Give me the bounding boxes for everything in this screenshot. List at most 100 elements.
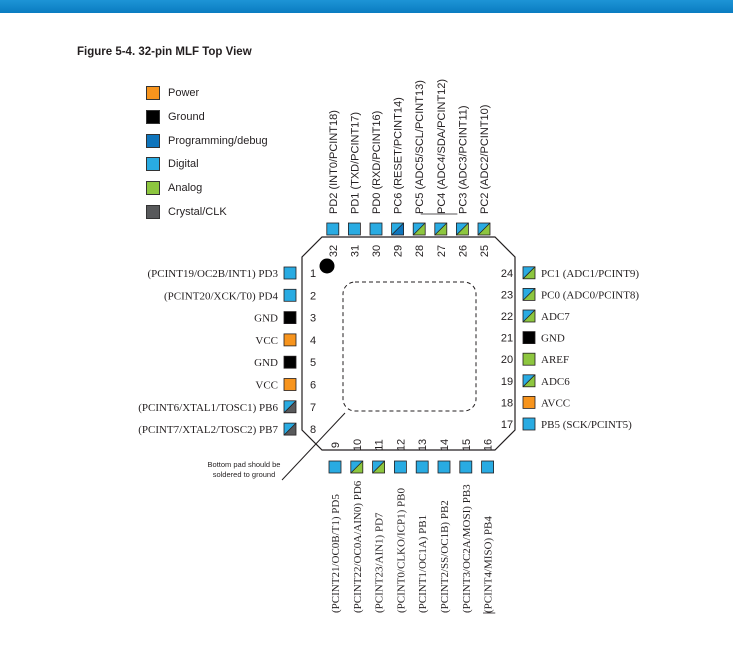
- pin-22-number: 22: [501, 311, 513, 323]
- pin-32-label: PD2 (INT0/PCINT18): [328, 110, 340, 214]
- pin-26-number: 26: [457, 245, 469, 257]
- pin-21-label: GND: [541, 333, 565, 345]
- pin-10-label: (PCINT22/OC0A/AIN0) PD6: [352, 480, 364, 613]
- pin-30-label: PD0 (RXD/PCINT16): [371, 111, 383, 214]
- pin-14-pad: [437, 460, 451, 474]
- pin-30-number: 30: [371, 245, 383, 257]
- pin-28-label: PC5 (ADC5/SCL/PCINT13): [414, 80, 426, 214]
- pin-18-number: 18: [501, 397, 513, 409]
- pin-16-number: 16: [483, 439, 495, 451]
- pin-19-pad: [522, 374, 536, 388]
- pin-14-label: (PCINT2/SS/OC1B) PB2: [439, 500, 451, 613]
- pin-13-pad: [415, 460, 429, 474]
- legend-swatch-analog: [146, 181, 160, 195]
- pin-13-number: 13: [417, 439, 429, 451]
- pin-4-pad: [283, 333, 297, 347]
- legend-swatch-ground: [146, 110, 160, 124]
- legend-label-digital: Digital: [168, 158, 199, 170]
- pin-32-number: 32: [328, 245, 340, 257]
- pin-6-pad: [283, 378, 297, 391]
- pin-17-pad: [522, 417, 536, 431]
- pin-31-label: PD1 (TXD/PCINT17): [349, 112, 361, 214]
- note-leader-line: [281, 412, 346, 481]
- pin-25-pad: [477, 222, 491, 236]
- pin-layer: (PCINT19/OC2B/INT1) PD3 1 (PCINT20/XCK/T0)…: [138, 79, 639, 614]
- legend-label-programming: Programming/debug: [168, 135, 268, 147]
- pin-20-number: 20: [501, 354, 513, 366]
- pin-18-pad: [522, 395, 536, 409]
- bottom-pad-note: Bottom pad should be soldered to ground: [207, 460, 281, 479]
- figure-title: Figure 5-4. 32-pin MLF Top View: [77, 46, 252, 58]
- legend-swatch-crystal: [146, 205, 160, 219]
- pin-7-label: (PCINT6/XTAL1/TOSC1) PB6: [138, 402, 278, 414]
- pin-1-number: 1: [310, 268, 316, 280]
- pin-23-pad: [522, 287, 536, 301]
- legend-label-analog: Analog: [168, 182, 203, 194]
- pin-31-pad: [347, 222, 361, 236]
- pin-32-pad: [326, 222, 340, 236]
- pin-15-number: 15: [461, 439, 473, 451]
- pin-27-pad: [434, 222, 448, 236]
- pin-25-label: PC2 (ADC2/PCINT10): [479, 105, 491, 214]
- pin-5-pad: [283, 355, 297, 369]
- pin-3-label: GND: [254, 313, 278, 325]
- pin-24-number: 24: [501, 268, 513, 280]
- pin-13-label: (PCINT1/OC1A) PB1: [417, 515, 429, 613]
- pin-10-pad: [350, 460, 364, 474]
- pin-12-number: 12: [395, 439, 407, 451]
- pin-8-label: (PCINT7/XTAL2/TOSC2) PB7: [138, 424, 278, 436]
- pin-29-label: PC6 (RESET/PCINT14): [393, 97, 405, 214]
- pin-30-pad: [369, 222, 383, 236]
- pin-6-label: VCC: [255, 380, 278, 392]
- pin-20-pad: [522, 352, 536, 366]
- pin-9-pad: [328, 460, 342, 474]
- pin-28-number: 28: [414, 245, 426, 257]
- pin-11-number: 11: [374, 439, 386, 450]
- pin-19-number: 19: [501, 376, 513, 388]
- pin-17-label: PB5 (SCK/PCINT5): [541, 419, 632, 431]
- package-outline: [301, 236, 516, 451]
- legend-label-crystal: Crystal/CLK: [168, 206, 227, 218]
- pin-2-label: (PCINT20/XCK/T0) PD4: [164, 290, 278, 302]
- pin-29-number: 29: [393, 245, 405, 257]
- pin-24-label: PC1 (ADC1/PCINT9): [541, 268, 639, 280]
- pin-24-pad: [522, 266, 536, 280]
- pin-11-label: (PCINT23/AIN1) PD7: [374, 512, 386, 613]
- pin-16-label: (PCINT4/MISO) PB4: [483, 516, 495, 613]
- pin-5-number: 5: [310, 357, 316, 369]
- pin-20-label: AREF: [541, 354, 569, 366]
- pin-3-pad: [283, 311, 297, 325]
- pin-14-number: 14: [439, 439, 451, 451]
- pin-23-label: PC0 (ADC0/PCINT8): [541, 289, 639, 301]
- pin-22-label: ADC7: [541, 311, 570, 323]
- pin-28-pad: [412, 222, 426, 236]
- pin-25-number: 25: [479, 245, 491, 257]
- pin-2-number: 2: [310, 290, 316, 302]
- pin-5-label: GND: [254, 357, 278, 369]
- pin-18-label: AVCC: [541, 397, 570, 409]
- pin-15-pad: [459, 460, 473, 474]
- pin-6-number: 6: [310, 380, 316, 392]
- pin-21-number: 21: [501, 333, 513, 345]
- pin-22-pad: [522, 309, 536, 323]
- pin-21-pad: [522, 331, 536, 345]
- pin-12-label: (PCINT0/CLKO/ICP1) PB0: [395, 488, 407, 613]
- pin-7-number: 7: [310, 402, 316, 414]
- pin-10-number: 10: [352, 439, 364, 451]
- pin-1-pad: [283, 266, 297, 280]
- pin-7-pad: [283, 400, 297, 414]
- pin-1-label: (PCINT19/OC2B/INT1) PD3: [148, 268, 279, 280]
- pin-27-number: 27: [436, 245, 448, 257]
- pin-9-label: (PCINT21/OC0B/T1) PD5: [330, 494, 342, 613]
- pin-26-label: PC3 (ADC3/PCINT11): [457, 105, 469, 214]
- pin-4-number: 4: [310, 335, 316, 347]
- pin-23-number: 23: [501, 289, 513, 301]
- legend-label-power: Power: [168, 87, 200, 99]
- pin-11-pad: [372, 460, 386, 474]
- legend-swatch-programming: [146, 134, 160, 148]
- pin-15-label: (PCINT3/OC2A/MOSI) PB3: [461, 484, 473, 613]
- legend-swatch-digital: [146, 157, 160, 171]
- pin-29-pad: [391, 222, 405, 236]
- pin-19-label: ADC6: [541, 376, 570, 388]
